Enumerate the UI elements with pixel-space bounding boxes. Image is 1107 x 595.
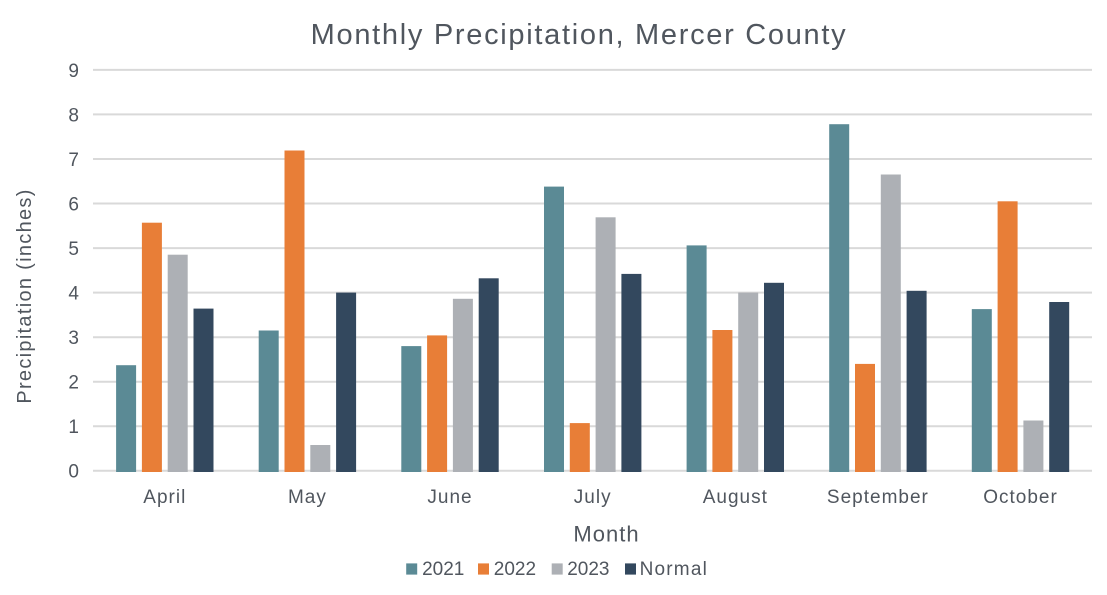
- svg-text:2023: 2023: [567, 559, 609, 580]
- svg-text:5: 5: [68, 239, 79, 260]
- svg-text:August: August: [703, 487, 768, 508]
- svg-text:9: 9: [68, 61, 79, 82]
- svg-text:July: July: [574, 487, 612, 508]
- svg-text:4: 4: [68, 284, 79, 305]
- svg-text:April: April: [143, 487, 186, 508]
- svg-text:1: 1: [68, 417, 79, 438]
- svg-text:3: 3: [68, 328, 79, 349]
- svg-text:May: May: [288, 487, 327, 508]
- svg-text:Precipitation (inches): Precipitation (inches): [14, 188, 36, 403]
- svg-text:Monthly Precipitation, Mercer: Monthly Precipitation, Mercer County: [311, 19, 848, 51]
- svg-text:Normal: Normal: [640, 559, 708, 580]
- svg-text:2022: 2022: [494, 559, 536, 580]
- svg-text:2021: 2021: [422, 559, 464, 580]
- svg-text:6: 6: [68, 194, 79, 215]
- svg-text:October: October: [983, 487, 1058, 508]
- svg-text:September: September: [827, 487, 929, 508]
- svg-text:0: 0: [68, 462, 79, 483]
- svg-text:2: 2: [68, 373, 79, 394]
- svg-text:June: June: [427, 487, 472, 508]
- svg-text:8: 8: [68, 105, 79, 126]
- svg-text:Month: Month: [573, 522, 639, 547]
- svg-text:7: 7: [68, 150, 79, 171]
